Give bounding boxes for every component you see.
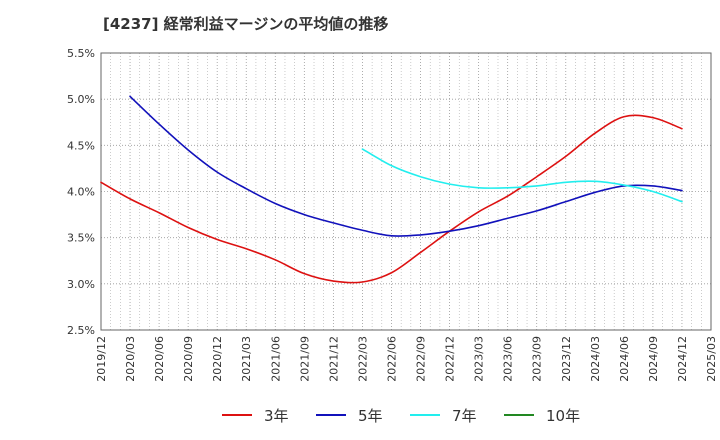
legend-label-10y: 10年 (546, 406, 581, 425)
x-tick-label: 2023/09 (531, 336, 544, 382)
x-tick-label: 2020/03 (124, 336, 137, 382)
x-tick-label: 2022/06 (385, 336, 398, 382)
x-tick-label: 2024/12 (676, 336, 689, 382)
x-tick-label: 2020/09 (182, 336, 195, 382)
x-tick-label: 2021/12 (327, 336, 340, 382)
y-tick-label: 5.0% (67, 93, 95, 106)
x-tick-label: 2019/12 (95, 336, 108, 382)
series-line-2 (361, 148, 683, 203)
legend-swatch-5y (316, 414, 346, 416)
legend-item-10y: 10年 (504, 404, 580, 426)
legend-item-3y: 3年 (222, 404, 289, 426)
x-tick-label: 2024/06 (618, 336, 631, 382)
legend-item-7y: 7年 (410, 404, 477, 426)
y-tick-label: 4.5% (67, 139, 95, 152)
x-tick-label: 2025/03 (705, 336, 718, 382)
legend-swatch-10y (504, 414, 534, 416)
plot-area (101, 53, 711, 330)
x-tick-label: 2023/12 (560, 336, 573, 382)
legend-swatch-7y (410, 414, 440, 416)
x-tick-label: 2020/12 (211, 336, 224, 382)
x-tick-label: 2023/03 (473, 336, 486, 382)
legend-label-7y: 7年 (452, 406, 477, 425)
x-tick-label: 2022/12 (444, 336, 457, 382)
x-tick-label: 2022/03 (356, 336, 369, 382)
y-tick-label: 3.5% (67, 232, 95, 245)
legend-swatch-3y (222, 414, 252, 416)
legend-label-5y: 5年 (358, 406, 383, 425)
x-tick-label: 2023/06 (502, 336, 515, 382)
x-tick-label: 2022/09 (415, 336, 428, 382)
x-tick-label: 2024/03 (589, 336, 602, 382)
x-tick-label: 2021/06 (269, 336, 282, 382)
legend-item-5y: 5年 (316, 404, 383, 426)
x-tick-label: 2021/09 (298, 336, 311, 382)
series-line-0 (100, 114, 683, 284)
y-tick-label: 5.5% (67, 47, 95, 60)
legend: 3年 5年 7年 10年 (0, 404, 720, 426)
y-tick-label: 2.5% (67, 324, 95, 337)
y-tick-label: 3.0% (67, 278, 95, 291)
plot-frame (100, 52, 712, 331)
series-line-1 (129, 95, 683, 237)
chart-title: [4237] 経常利益マージンの平均値の推移 (103, 15, 389, 33)
x-tick-label: 2024/09 (647, 336, 660, 382)
x-tick-label: 2020/06 (153, 336, 166, 382)
x-tick-label: 2021/03 (240, 336, 253, 382)
legend-label-3y: 3年 (264, 406, 289, 425)
y-tick-label: 4.0% (67, 186, 95, 199)
